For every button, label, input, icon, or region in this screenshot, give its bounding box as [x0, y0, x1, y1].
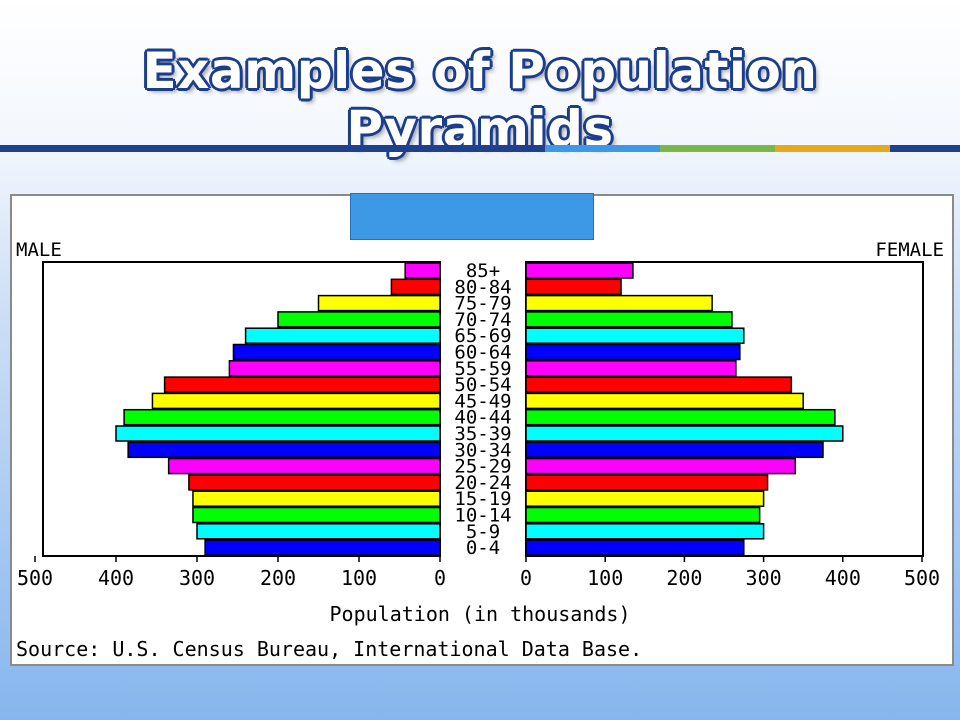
- tick-label: 200: [666, 566, 702, 590]
- female-bar-65-69: [525, 327, 745, 344]
- age-label-80-84: 80-84: [454, 276, 511, 298]
- age-label-0-4: 0-4: [466, 537, 500, 559]
- age-label-30-34: 30-34: [454, 439, 511, 461]
- male-bar-50-54: [163, 376, 441, 393]
- age-label-5-9: 5-9: [466, 521, 500, 543]
- accent-rule-4: [775, 145, 890, 152]
- female-bar-0-4: [525, 539, 745, 556]
- accent-rule-3: [660, 145, 775, 152]
- ticks: 500 400 300 200 100 0 0 100 200 300 400 500: [17, 556, 940, 590]
- tick-label: 400: [825, 566, 861, 590]
- accent-rule-2: [545, 145, 660, 152]
- female-label: FEMALE: [875, 239, 944, 261]
- age-label-75-79: 75-79: [454, 293, 511, 315]
- female-bar-50-54: [525, 376, 793, 393]
- age-label-25-29: 25-29: [454, 456, 511, 478]
- male-bar-40-44: [123, 408, 441, 426]
- male-bar-5-9: [196, 523, 441, 540]
- male-bar-65-69: [244, 327, 441, 344]
- tick-label: 500: [904, 566, 940, 590]
- female-bar-70-74: [525, 311, 733, 328]
- age-label-50-54: 50-54: [454, 374, 511, 396]
- slide-title: Examples of Population Pyramids: [142, 42, 818, 158]
- female-bar-75-79: [525, 294, 713, 312]
- female-bar-15-19: [525, 490, 765, 507]
- age-label-15-19: 15-19: [454, 488, 511, 510]
- tick-label: 0: [434, 566, 446, 590]
- tick-label: 300: [179, 566, 215, 590]
- tick-label: 0: [520, 566, 532, 590]
- female-bar-25-29: [525, 457, 797, 475]
- age-label-20-24: 20-24: [454, 472, 511, 494]
- pyramid-svg: 85+80-8475-7970-7465-6960-6455-5950-5445…: [16, 239, 944, 661]
- female-bar-55-59: [525, 360, 737, 377]
- male-bar-70-74: [277, 311, 441, 328]
- tick-label: 300: [746, 566, 782, 590]
- male-bar-25-29: [167, 457, 441, 475]
- tick-label: 400: [98, 566, 134, 590]
- age-label-45-49: 45-49: [454, 390, 511, 412]
- blue-label-box: [350, 193, 594, 240]
- male-bar-80-84: [390, 278, 441, 296]
- male-bar-45-49: [151, 392, 441, 410]
- age-label-85+: 85+: [466, 260, 500, 282]
- x-axis-label: Population (in thousands): [329, 602, 630, 626]
- age-label-55-59: 55-59: [454, 358, 511, 380]
- age-label-40-44: 40-44: [454, 407, 511, 429]
- male-bar-20-24: [188, 474, 441, 491]
- tick-label: 100: [341, 566, 377, 590]
- female-bar-60-64: [525, 343, 741, 361]
- female-bar-85+: [525, 262, 634, 279]
- tick-label: 500: [17, 566, 53, 590]
- female-bar-20-24: [525, 474, 769, 491]
- age-labels: 85+80-8475-7970-7465-6960-6455-5950-5445…: [454, 260, 511, 559]
- male-bar-60-64: [232, 343, 441, 361]
- age-label-70-74: 70-74: [454, 309, 511, 331]
- male-bar-75-79: [317, 294, 441, 312]
- male-bar-85+: [404, 262, 441, 279]
- male-bar-10-14: [192, 506, 441, 524]
- male-bar-0-4: [204, 539, 441, 556]
- female-bar-35-39: [525, 425, 844, 442]
- age-label-60-64: 60-64: [454, 342, 511, 364]
- female-bar-30-34: [525, 441, 824, 459]
- male-bar-55-59: [228, 360, 441, 377]
- bars: [115, 262, 844, 556]
- female-bar-10-14: [525, 506, 761, 524]
- female-bar-45-49: [525, 392, 804, 410]
- age-label-35-39: 35-39: [454, 423, 511, 445]
- accent-rule-1: [0, 145, 545, 152]
- tick-label: 200: [260, 566, 296, 590]
- female-bar-5-9: [525, 523, 765, 540]
- accent-rule-5: [890, 145, 960, 152]
- population-pyramid-chart: 85+ 80-84 75-79 70-74 65-69 60-64 55-59 50-54 45…: [10, 194, 954, 666]
- age-label-10-14: 10-14: [454, 505, 511, 527]
- tick-label: 100: [587, 566, 623, 590]
- female-bar-80-84: [525, 278, 622, 296]
- female-bar-40-44: [525, 408, 836, 426]
- source-note: Source: U.S. Census Bureau, Internationa…: [16, 637, 642, 661]
- male-bar-35-39: [115, 425, 441, 442]
- male-bar-30-34: [127, 441, 441, 459]
- age-label-65-69: 65-69: [454, 325, 511, 347]
- male-bar-15-19: [192, 490, 441, 507]
- male-label: MALE: [16, 239, 62, 261]
